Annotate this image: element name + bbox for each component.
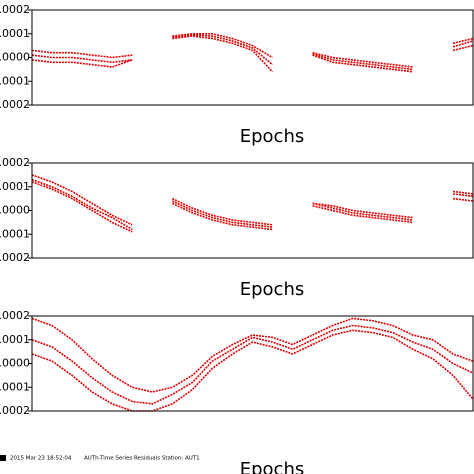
y-tick-label: 0.0001 [0,27,30,40]
series-line [31,317,474,393]
series-line [31,174,474,226]
series-line [31,34,474,71]
y-tick-label: -0.0002 [0,251,30,264]
x-axis-label: Epochs [240,126,305,147]
footer-text: AUTh-Time Series Residuals Station: AUT1 [84,456,200,462]
y-tick-label: -0.0001 [0,380,30,393]
footer-timestamp: 2015 Mar 23 18:52:04 [10,456,72,462]
series-line [31,329,474,412]
y-tick-label: 0.0001 [0,333,30,346]
y-tick-label: 0.0002 [0,156,30,169]
y-tick-label: 0.0002 [0,3,30,16]
y-tick-label: 0.0000 [0,51,30,64]
y-tick-label: 0.0002 [0,309,30,322]
logo [0,455,6,461]
series-line [31,178,474,231]
y-tick-label: 0.0000 [0,357,30,370]
plot-frame [31,315,474,412]
x-axis-label: Epochs [240,459,305,474]
y-tick-label: -0.0002 [0,98,30,111]
series-line [31,324,474,405]
series-line [31,35,474,73]
plot-frame [31,9,474,106]
y-tick-label: -0.0002 [0,404,30,417]
y-tick-label: 0.0000 [0,204,30,217]
y-tick-label: 0.0001 [0,180,30,193]
plot-frame [31,162,474,259]
y-tick-label: -0.0001 [0,227,30,240]
y-tick-label: -0.0001 [0,74,30,87]
series-line [31,181,474,233]
x-axis-label: Epochs [240,279,305,300]
